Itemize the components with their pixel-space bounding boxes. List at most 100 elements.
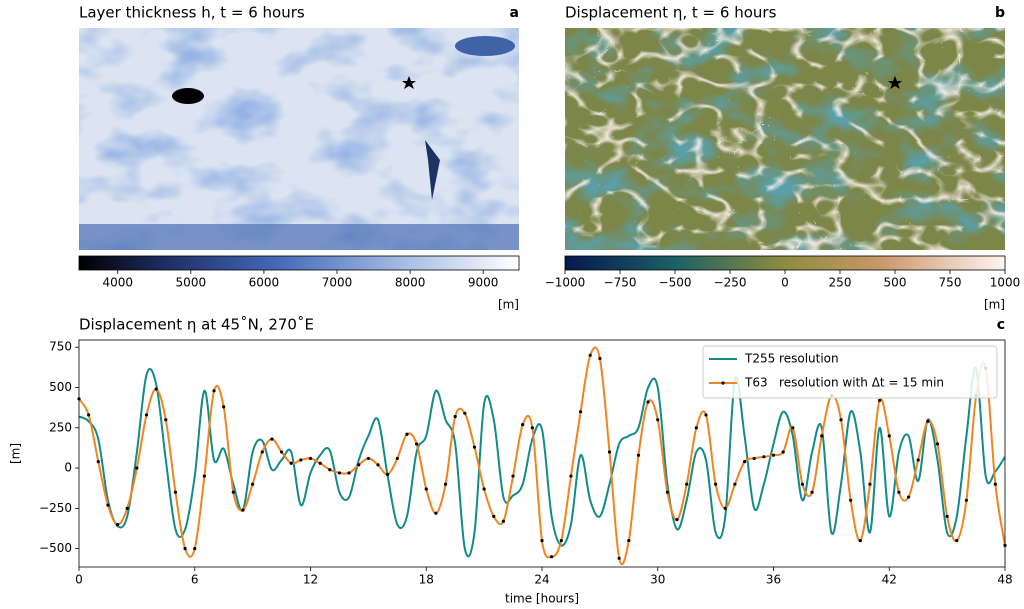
colorbar-tick-label: 6000	[249, 276, 280, 290]
data-point	[752, 456, 756, 461]
colorbar-tick-label: 500	[884, 276, 907, 290]
y-tick-label: −250	[39, 501, 72, 515]
data-point	[299, 458, 303, 462]
data-point	[308, 456, 313, 461]
colorbar-tick-label: −500	[659, 276, 692, 290]
data-point	[386, 472, 390, 477]
data-point	[916, 458, 920, 462]
data-point	[887, 434, 891, 438]
data-point	[87, 413, 91, 417]
data-point	[665, 490, 669, 494]
data-point	[723, 506, 727, 510]
colorbar-tick-label: 0	[781, 276, 789, 290]
data-point	[781, 450, 785, 454]
data-point	[646, 400, 650, 404]
data-point	[820, 434, 824, 438]
data-point	[926, 419, 930, 423]
data-point	[521, 422, 525, 427]
data-point	[260, 450, 264, 454]
data-point	[443, 482, 448, 486]
data-point	[964, 498, 969, 502]
data-point	[945, 514, 949, 519]
data-point	[588, 353, 592, 357]
data-point	[598, 356, 602, 361]
x-tick-label: 18	[419, 573, 434, 587]
x-tick-label: 30	[650, 573, 665, 587]
data-point	[617, 556, 621, 560]
data-point	[714, 482, 718, 486]
data-point	[183, 547, 187, 551]
data-point	[125, 506, 129, 510]
data-point	[791, 426, 795, 430]
data-point	[511, 474, 515, 478]
data-point	[540, 538, 544, 543]
x-tick-label: 12	[303, 573, 318, 587]
data-point	[115, 522, 120, 527]
data-point	[164, 418, 168, 422]
data-point	[241, 508, 245, 512]
data-point	[771, 453, 776, 457]
colorbar-label: [m]	[498, 298, 519, 312]
data-point	[453, 414, 457, 419]
data-point	[685, 482, 689, 486]
colorbar-tick-label: 8000	[395, 276, 426, 290]
data-point	[935, 442, 940, 446]
data-point	[578, 410, 583, 414]
legend-label: T255 resolution	[744, 352, 839, 366]
plot-frame	[78, 339, 1006, 568]
data-point	[858, 538, 862, 543]
data-point	[627, 538, 631, 543]
colorbar	[564, 255, 1006, 271]
y-tick-label: 750	[49, 340, 72, 354]
data-point	[839, 418, 843, 422]
data-point	[415, 442, 419, 446]
y-tick-label: 250	[49, 420, 72, 434]
x-tick-label: 36	[766, 573, 781, 587]
data-point	[878, 398, 882, 403]
colorbar-tick-label: 9000	[468, 276, 499, 290]
data-point	[636, 453, 641, 457]
colorbar-tick-label: 5000	[176, 276, 207, 290]
data-point	[337, 471, 342, 475]
data-point	[405, 432, 409, 436]
y-axis-label: [m]	[9, 443, 23, 464]
panel-title: Displacement η, t = 6 hours	[565, 4, 777, 22]
data-point	[96, 460, 100, 464]
data-point	[569, 474, 573, 478]
data-point	[395, 456, 399, 461]
panel-label: c	[997, 317, 1005, 333]
colorbar-tick-label: −750	[604, 276, 637, 290]
data-point	[733, 482, 737, 486]
colorbar-tick-label: 1000	[990, 276, 1021, 290]
data-point	[762, 455, 766, 459]
data-point	[289, 461, 293, 465]
panel-title: Displacement η at 45˚N, 270˚E	[79, 316, 314, 334]
data-point	[955, 538, 959, 543]
data-point	[135, 466, 139, 470]
data-point	[492, 514, 496, 519]
x-tick-label: 6	[191, 573, 199, 587]
x-axis-label: time [hours]	[505, 592, 579, 606]
data-point	[357, 463, 361, 467]
x-tick-label: 48	[997, 573, 1012, 587]
colorbar-label: [m]	[984, 298, 1005, 312]
data-point	[279, 450, 284, 454]
legend-marker	[721, 381, 725, 385]
legend-box	[702, 345, 998, 399]
data-point	[550, 555, 554, 559]
panel-label: b	[995, 5, 1005, 21]
data-point	[106, 503, 110, 507]
data-point	[897, 490, 901, 494]
colorbar-tick-label: −1000	[545, 276, 586, 290]
colorbar-tick-label: 4000	[102, 276, 133, 290]
data-point	[366, 456, 370, 461]
data-point	[347, 471, 351, 475]
y-tick-label: 500	[49, 380, 72, 394]
data-point	[202, 474, 206, 478]
legend-label: T63 resolution with Δt = 15 min	[744, 376, 944, 390]
data-point	[607, 450, 612, 454]
data-point	[656, 418, 660, 422]
data-point	[472, 445, 477, 449]
y-tick-label: −500	[39, 541, 72, 555]
